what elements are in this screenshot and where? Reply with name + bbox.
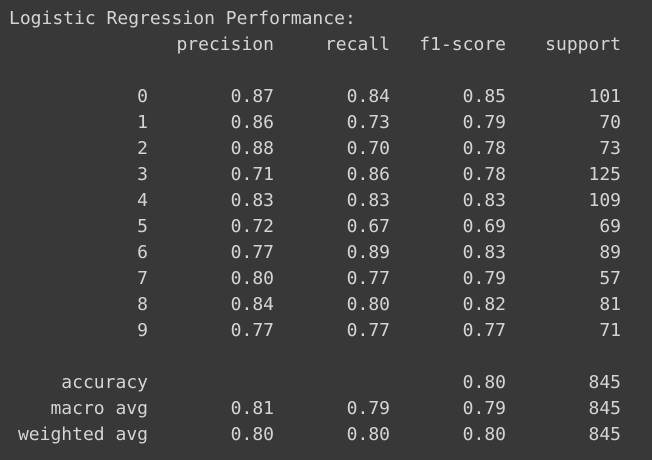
class-row: 5 0.72 0.67 0.69 69 [0, 214, 652, 240]
cell-recall: 0.86 [346, 164, 390, 185]
cell-label: macro avg [50, 398, 148, 419]
class-row: 6 0.77 0.89 0.83 89 [0, 240, 652, 266]
cell-label: 9 [137, 320, 148, 341]
cell-label: 3 [137, 164, 148, 185]
cell-precision: 0.84 [230, 294, 274, 315]
header-recall: recall [324, 34, 390, 55]
cell-precision: 0.86 [230, 112, 274, 133]
cell-recall: 0.80 [346, 294, 390, 315]
header-f1-score: f1-score [419, 34, 506, 55]
cell-recall: 0.77 [346, 320, 390, 341]
class-row: 1 0.86 0.73 0.79 70 [0, 110, 652, 136]
cell-recall: 0.83 [346, 190, 390, 211]
cell-recall: 0.73 [346, 112, 390, 133]
cell-label: 6 [137, 242, 148, 263]
cell-f1: 0.82 [462, 294, 506, 315]
class-row: 0 0.87 0.84 0.85 101 [0, 84, 652, 110]
cell-f1: 0.83 [462, 190, 506, 211]
cell-support: 109 [588, 190, 621, 211]
cell-f1: 0.80 [462, 372, 506, 393]
cell-precision: 0.80 [230, 424, 274, 445]
cell-recall: 0.79 [346, 398, 390, 419]
summary-row: macro avg 0.81 0.79 0.79 845 [0, 396, 652, 422]
cell-support: 81 [599, 294, 621, 315]
cell-f1: 0.79 [462, 268, 506, 289]
cell-support: 89 [599, 242, 621, 263]
cell-support: 73 [599, 138, 621, 159]
cell-recall: 0.67 [346, 216, 390, 237]
cell-recall: 0.89 [346, 242, 390, 263]
summary-row: accuracy 0.80 845 [0, 370, 652, 396]
cell-support: 71 [599, 320, 621, 341]
cell-precision: 0.83 [230, 190, 274, 211]
cell-support: 845 [588, 398, 621, 419]
header-support: support [545, 34, 621, 55]
cell-support: 101 [588, 86, 621, 107]
class-row: 9 0.77 0.77 0.77 71 [0, 318, 652, 344]
cell-label: 5 [137, 216, 148, 237]
cell-support: 845 [588, 424, 621, 445]
cell-f1: 0.69 [462, 216, 506, 237]
class-row: 3 0.71 0.86 0.78 125 [0, 162, 652, 188]
class-row: 4 0.83 0.83 0.83 109 [0, 188, 652, 214]
cell-support: 70 [599, 112, 621, 133]
cell-label: 8 [137, 294, 148, 315]
cell-recall: 0.80 [346, 424, 390, 445]
class-row: 8 0.84 0.80 0.82 81 [0, 292, 652, 318]
cell-precision: 0.77 [230, 320, 274, 341]
cell-precision: 0.81 [230, 398, 274, 419]
cell-precision: 0.72 [230, 216, 274, 237]
cell-f1: 0.79 [462, 398, 506, 419]
cell-support: 125 [588, 164, 621, 185]
summary-row: weighted avg 0.80 0.80 0.80 845 [0, 422, 652, 448]
cell-precision: 0.88 [230, 138, 274, 159]
cell-f1: 0.78 [462, 164, 506, 185]
header-row: precision recall f1-score support [0, 32, 652, 58]
cell-recall: 0.70 [346, 138, 390, 159]
cell-f1: 0.85 [462, 86, 506, 107]
cell-recall: 0.84 [346, 86, 390, 107]
header-precision: precision [176, 34, 274, 55]
cell-recall: 0.77 [346, 268, 390, 289]
cell-f1: 0.77 [462, 320, 506, 341]
cell-support: 57 [599, 268, 621, 289]
cell-f1: 0.78 [462, 138, 506, 159]
cell-label: weighted avg [17, 424, 148, 445]
report-title: Logistic Regression Performance: [9, 8, 356, 29]
cell-label: accuracy [61, 372, 148, 393]
cell-f1: 0.79 [462, 112, 506, 133]
class-row: 2 0.88 0.70 0.78 73 [0, 136, 652, 162]
cell-f1: 0.83 [462, 242, 506, 263]
cell-f1: 0.80 [462, 424, 506, 445]
cell-label: 0 [137, 86, 148, 107]
cell-label: 7 [137, 268, 148, 289]
class-row: 7 0.80 0.77 0.79 57 [0, 266, 652, 292]
cell-precision: 0.87 [230, 86, 274, 107]
cell-precision: 0.77 [230, 242, 274, 263]
cell-support: 69 [599, 216, 621, 237]
cell-label: 4 [137, 190, 148, 211]
cell-support: 845 [588, 372, 621, 393]
cell-label: 1 [137, 112, 148, 133]
cell-precision: 0.80 [230, 268, 274, 289]
cell-label: 2 [137, 138, 148, 159]
cell-precision: 0.71 [230, 164, 274, 185]
